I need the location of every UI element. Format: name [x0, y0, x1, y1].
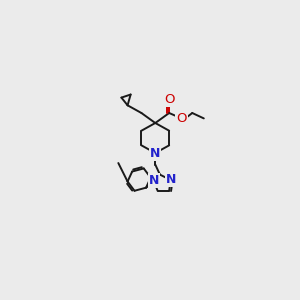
Text: O: O: [176, 112, 187, 125]
Text: N: N: [166, 173, 176, 187]
Text: O: O: [164, 93, 174, 106]
Text: N: N: [150, 146, 160, 160]
Text: N: N: [148, 174, 159, 187]
